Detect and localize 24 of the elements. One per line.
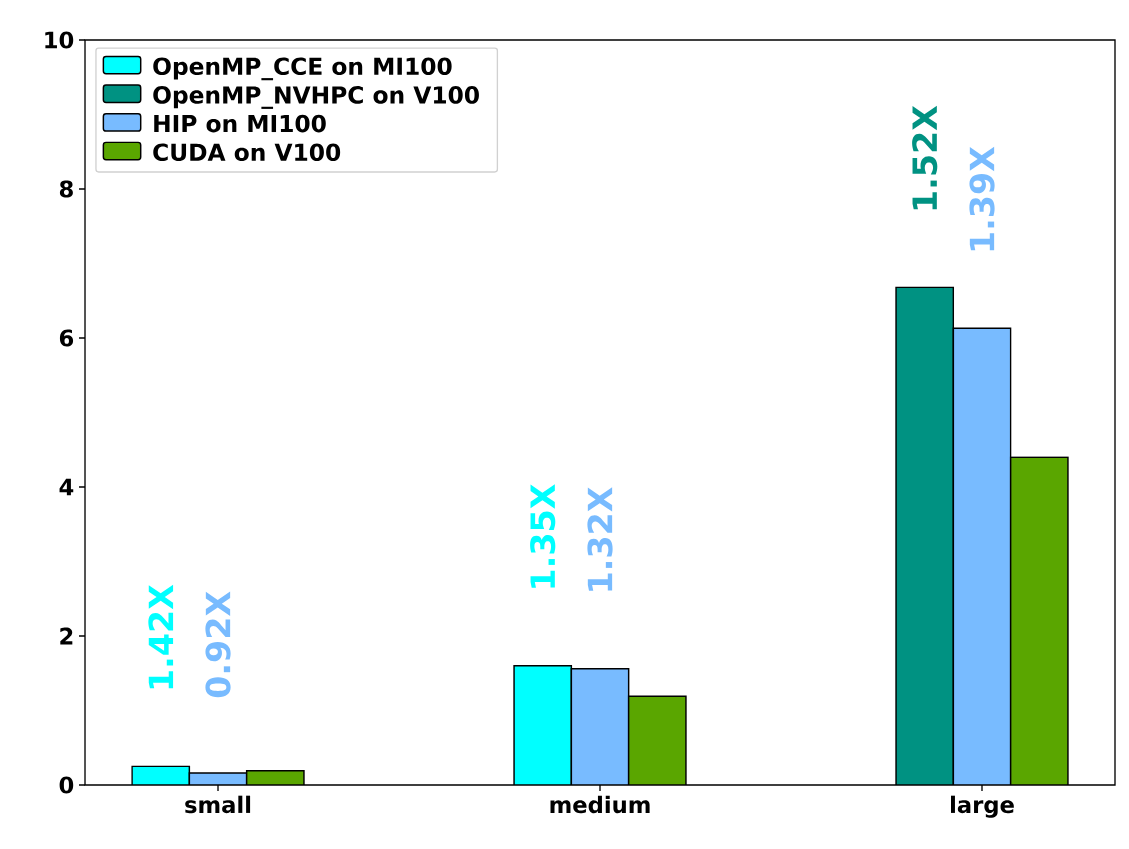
annotation: 1.39X — [969, 146, 995, 251]
x-tick-label: large — [950, 795, 1014, 818]
annotation: 1.42X — [148, 584, 174, 689]
annotation: 1.32X — [587, 487, 613, 591]
y-tick-label: 2 — [60, 627, 73, 645]
y-tick-label: 10 — [45, 31, 74, 49]
legend-label: HIP on MI100 — [154, 114, 326, 133]
annotation: 1.52X — [912, 105, 938, 210]
bar — [570, 668, 630, 785]
bar — [1009, 456, 1069, 785]
legend-label: OpenMP_NVHPC on V100 — [153, 86, 479, 109]
y-tick-label: 0 — [59, 776, 74, 794]
annotation: 0.92X — [205, 591, 231, 698]
bar — [513, 665, 573, 785]
legend-label: OpenMP_CCE on MI100 — [153, 57, 452, 81]
bar — [952, 327, 1012, 785]
y-tick-label: 6 — [59, 329, 74, 347]
legend-label: CUDA on V100 — [153, 143, 341, 162]
bar — [627, 695, 687, 785]
x-tick-label: small — [185, 795, 251, 814]
y-tick-label: 4 — [59, 478, 74, 496]
y-tick-label: 8 — [59, 180, 73, 198]
annotation: 1.35X — [530, 484, 556, 588]
x-tick-label: medium — [550, 795, 650, 814]
